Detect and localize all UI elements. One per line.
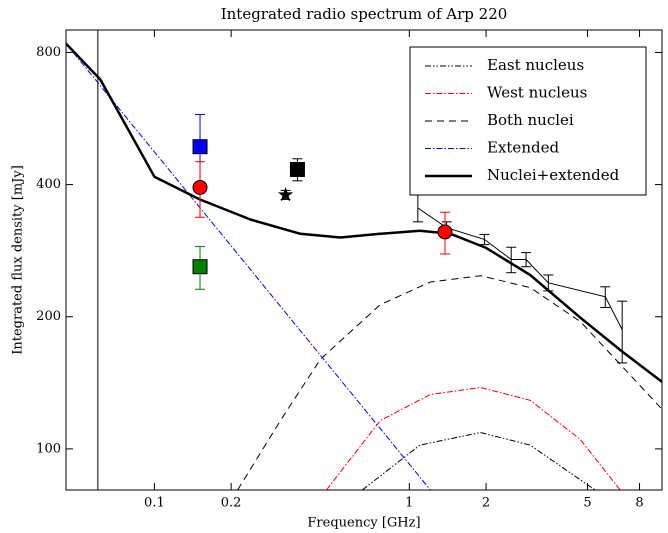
- legend-label: Both nuclei: [487, 111, 574, 129]
- plot-area: [66, 30, 662, 490]
- x-axis-label: Frequency [GHz]: [307, 516, 420, 531]
- x-tick-label: 5: [583, 496, 591, 511]
- y-tick-label: 800: [36, 45, 61, 60]
- square-marker: [289, 161, 305, 177]
- y-tick-label: 100: [36, 441, 61, 456]
- legend-label: Nuclei+extended: [487, 166, 620, 184]
- legend-label: West nucleus: [487, 84, 587, 102]
- square-marker: [192, 139, 208, 155]
- y-tick-label: 200: [36, 309, 61, 324]
- plot-frame: [65, 29, 663, 491]
- circle-marker: [437, 224, 453, 240]
- measurement-line: [417, 207, 623, 330]
- legend-label: Extended: [487, 139, 559, 157]
- series-line: [66, 42, 662, 383]
- overlay: 0.1 0.2 1 2 5 8 100 200 400 800 East nucleus West n…: [36, 29, 663, 511]
- square-marker: [192, 259, 208, 275]
- x-tick-label: 0.2: [221, 496, 242, 511]
- x-tick-label: 8: [635, 496, 643, 511]
- x-tick-label: 1: [405, 496, 413, 511]
- x-tick-label: 0.1: [144, 496, 165, 511]
- chart-title: Integrated radio spectrum of Arp 220: [221, 5, 508, 23]
- series-line: [66, 43, 431, 490]
- y-tick-label: 400: [36, 177, 61, 192]
- circle-marker: [192, 179, 208, 195]
- star-marker: [277, 186, 294, 202]
- legend-label: East nucleus: [487, 56, 584, 74]
- y-axis-label: Integrated flux density [mJy]: [11, 165, 26, 355]
- x-tick-label: 2: [482, 496, 490, 511]
- series-line: [326, 387, 621, 490]
- series-line: [361, 432, 596, 490]
- series-line: [237, 275, 662, 490]
